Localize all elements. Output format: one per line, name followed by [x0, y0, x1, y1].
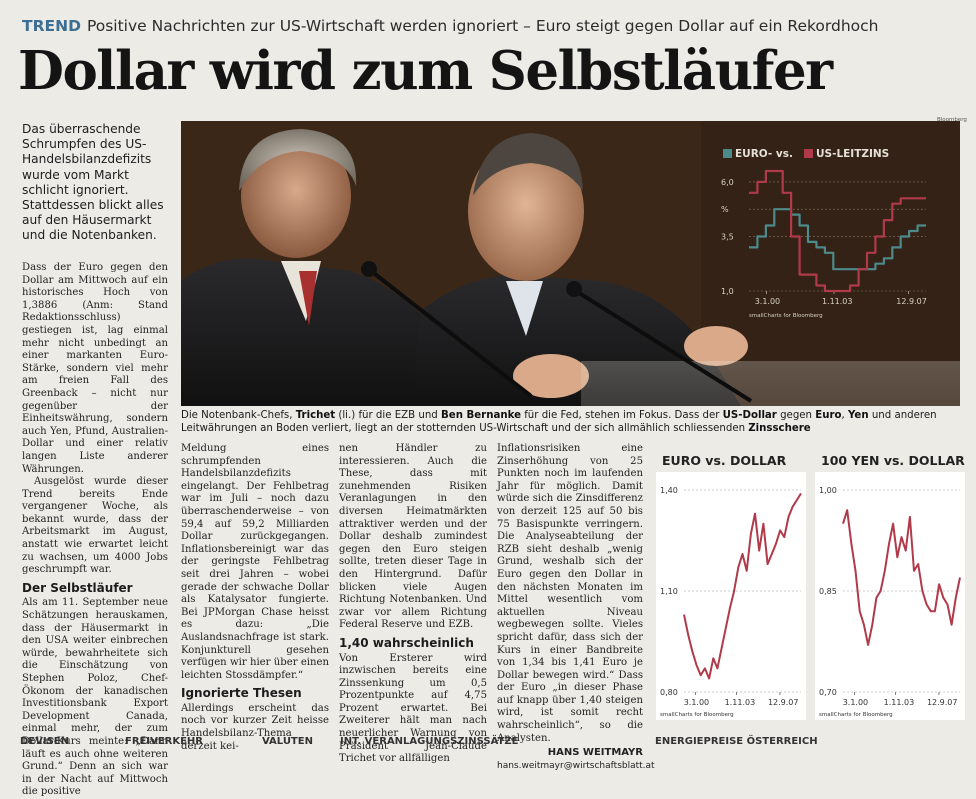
bottom-strip-item: VALUTEN	[262, 736, 313, 747]
kicker-trend-label: TREND	[22, 17, 81, 35]
y-tick-label: %	[721, 205, 729, 214]
article-column-3: nen Händler zu interessieren. Auch die T…	[339, 443, 487, 766]
article-column-1: Dass der Euro gegen den Dollar am Mittwo…	[22, 262, 168, 799]
chart-euro-dollar: 1,40 1,10 0,80 3.1.00 1.11.03 12.9.07 smallCha…	[656, 472, 806, 720]
bottom-strip-item: INT. VERANLAGUNGSZINSSÄTZE	[340, 736, 519, 747]
chart-yen-dollar-title: 100 YEN vs. DOLLAR	[821, 453, 965, 468]
caption-text: gegen	[776, 410, 816, 421]
caption-bold: Trichet	[295, 410, 336, 421]
article-column-2: Meldung eines schrumpfenden Handelsbilan…	[181, 443, 329, 753]
paragraph: Von Ersterer wird inzwischen bereits ein…	[339, 652, 487, 765]
caption-text: Die Notenbank-Chefs,	[181, 410, 296, 421]
article-column-4: Inflationsrisiken eine Zinserhöhung von …	[497, 443, 655, 772]
bottom-strip-item: ENERGIEPREISE ÖSTERREICH	[655, 736, 818, 747]
kicker-text: Positive Nachrichten zur US-Wirtschaft w…	[86, 17, 879, 35]
paragraph: Dass der Euro gegen den Dollar am Mittwo…	[22, 262, 168, 475]
series-line-0	[683, 492, 802, 680]
caption-text: für die Fed, stehen im Fokus. Dass der	[520, 410, 723, 421]
y-tick-label: 6,0	[721, 178, 734, 187]
caption-bold: Yen	[847, 410, 869, 421]
y-tick-label: 1,10	[660, 587, 678, 596]
paragraph: Inflationsrisiken eine Zinserhöhung von …	[497, 443, 643, 744]
paragraph: nen Händler zu interessieren. Auch die T…	[339, 443, 487, 631]
paragraph: Als am 11. September neue Schätzungen he…	[22, 597, 168, 798]
x-tick-label: 12.9.07	[927, 698, 958, 707]
photo-notenbank-chefs: EURO- vs. US-LEITZINS 6,0% 3,5 1,0 3.1.00 1.11…	[181, 121, 960, 406]
x-tick-label: 12.9.07	[896, 297, 927, 306]
chart-leitzins-svg: EURO- vs. US-LEITZINS 6,0% 3,5 1,0 3.1.00 1.11…	[721, 148, 927, 319]
legend-label-us: US-LEITZINS	[816, 148, 889, 160]
y-tick-label: 0,70	[819, 688, 837, 697]
kicker: TREND Positive Nachrichten zur US-Wirtsch…	[22, 17, 879, 35]
caption-text: (li.) für die EZB und	[335, 410, 442, 421]
photo-illustration	[181, 121, 960, 406]
caption-bold: US-Dollar	[722, 410, 777, 421]
author-name: HANS WEITMAYR	[547, 747, 643, 759]
paragraph: Ausgelöst wurde dieser Trend bereits End…	[22, 476, 168, 576]
bottom-strip: DEVISEN FREIVERKEHR VALUTEN INT. VERANLA…	[0, 736, 976, 747]
photo-caption: Die Notenbank-Chefs, Trichet (li.) für d…	[181, 409, 959, 436]
x-tick-label: 3.1.00	[684, 698, 709, 707]
subheading: Ignorierte Thesen	[181, 686, 302, 701]
lead-paragraph: Das überraschende Schrumpfen des US-Hand…	[22, 122, 164, 243]
subheading: 1,40 wahrscheinlich	[339, 635, 474, 650]
subheading: Der Selbstläufer	[22, 580, 133, 595]
bottom-strip-item: DEVISEN	[20, 736, 69, 747]
x-tick-label: 1.11.03	[725, 698, 756, 707]
legend-label-euro: EURO- vs.	[735, 148, 793, 160]
chart-credit: smallCharts for Bloomberg	[660, 712, 734, 718]
y-tick-label: 1,00	[819, 486, 837, 495]
chart-leitzins: EURO- vs. US-LEITZINS 6,0% 3,5 1,0 3.1.00 1.11…	[721, 141, 936, 321]
chart-credit: smallCharts for Bloomberg	[819, 712, 893, 718]
author-email[interactable]: hans.weitmayr@wirtschaftsblatt.at	[497, 760, 655, 771]
legend-swatch-euro	[723, 149, 732, 158]
chart-euro-dollar-svg: 1,40 1,10 0,80 3.1.00 1.11.03 12.9.07 smallCha…	[660, 486, 802, 718]
caption-bold: Euro	[815, 410, 842, 421]
legend-swatch-us	[804, 149, 813, 158]
series-line-0	[842, 509, 961, 646]
caption-bold: Zinsschere	[748, 423, 811, 435]
headline: Dollar wird zum Selbstläufer	[18, 40, 833, 102]
paragraph: Meldung eines schrumpfenden Handelsbilan…	[181, 443, 329, 681]
x-tick-label: 12.9.07	[768, 698, 799, 707]
y-tick-label: 0,85	[819, 587, 837, 596]
chart-credit: smallCharts for Bloomberg	[749, 313, 823, 319]
bottom-strip-item: FREIVERKEHR	[125, 736, 204, 747]
chart-yen-dollar-svg: 1,00 0,85 0,70 3.1.00 1.11.03 12.9.07 smallCha…	[819, 486, 961, 718]
chart-euro-dollar-title: EURO vs. DOLLAR	[662, 453, 787, 468]
caption-text: ,	[841, 410, 848, 421]
series-line-0	[749, 208, 926, 271]
y-tick-label: 0,80	[660, 688, 678, 697]
y-tick-label: 3,5	[721, 232, 734, 241]
x-tick-label: 3.1.00	[843, 698, 868, 707]
y-tick-label: 1,40	[660, 486, 678, 495]
x-tick-label: 1.11.03	[884, 698, 915, 707]
chart-yen-dollar: 1,00 0,85 0,70 3.1.00 1.11.03 12.9.07 smallCha…	[815, 472, 965, 720]
caption-text: und anderen Leitwährungen an Boden verli…	[181, 410, 937, 435]
photo-credit: Bloomberg	[937, 117, 967, 123]
x-tick-label: 3.1.00	[755, 297, 780, 306]
x-tick-label: 1.11.03	[822, 297, 853, 306]
series-line-1	[749, 169, 926, 293]
caption-bold: Ben Bernanke	[441, 410, 521, 421]
y-tick-label: 1,0	[721, 287, 734, 296]
